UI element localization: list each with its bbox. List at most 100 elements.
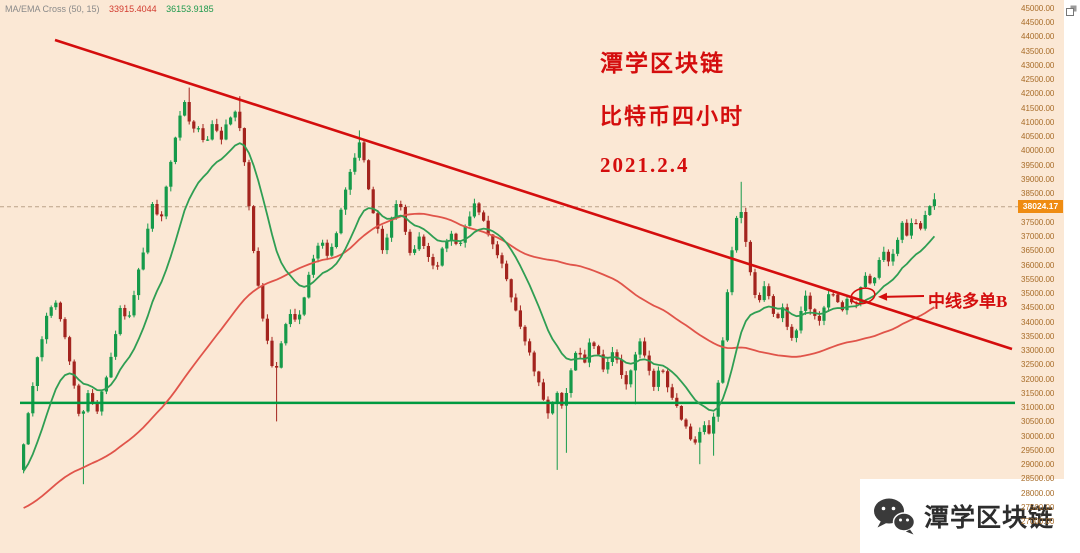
candle: [606, 358, 610, 374]
candle: [863, 272, 867, 289]
window-restore-icon[interactable]: [1066, 5, 1077, 16]
candle: [822, 305, 826, 326]
candle: [500, 252, 504, 269]
candle: [624, 371, 628, 390]
candle: [587, 338, 591, 368]
price-axis-label: 28000.00: [1021, 489, 1055, 498]
price-axis-label: 42000.00: [1021, 89, 1055, 98]
candle: [675, 393, 679, 408]
candle: [882, 246, 886, 262]
candle: [118, 305, 122, 336]
candle: [252, 205, 256, 254]
candle: [348, 169, 352, 195]
candle: [123, 304, 127, 320]
candle: [164, 185, 168, 220]
candle: [146, 223, 150, 255]
candle: [422, 234, 426, 249]
candle: [574, 351, 578, 371]
candle: [679, 405, 683, 421]
candle: [753, 268, 757, 299]
candle: [224, 119, 228, 141]
price-axis-label: 27500.00: [1021, 503, 1055, 512]
candle: [698, 427, 702, 465]
ma-slow-line: [23, 212, 935, 509]
candle: [785, 303, 789, 331]
annotation-brand: 潭学区块链: [600, 51, 725, 76]
candle: [537, 370, 541, 387]
candle: [339, 207, 343, 235]
candle: [431, 253, 435, 270]
ma-fast-value: 36153.9185: [166, 4, 214, 14]
price-axis-label: 27000.00: [1021, 517, 1055, 526]
candle: [114, 330, 118, 360]
price-axis-label: 42500.00: [1021, 75, 1055, 84]
candle: [670, 383, 674, 400]
price-axis-label: 28500.00: [1021, 474, 1055, 483]
candle: [344, 187, 348, 215]
candle: [261, 283, 265, 322]
candle: [196, 126, 200, 133]
candle: [758, 292, 762, 303]
candle: [325, 239, 329, 261]
candle: [900, 221, 904, 244]
candle: [647, 350, 651, 376]
candle: [45, 312, 49, 344]
price-axis-label: 35000.00: [1021, 289, 1055, 298]
candle: [909, 218, 913, 239]
price-axis[interactable]: 45000.00 44500.00 44000.00 43500.00 43000.00…: [1021, 0, 1063, 553]
right-scroll-strip[interactable]: [1064, 0, 1080, 553]
candle: [256, 247, 260, 287]
candle: [390, 216, 394, 242]
candle: [771, 294, 775, 317]
candle: [532, 350, 536, 377]
candle: [463, 224, 467, 248]
candle: [482, 210, 486, 222]
candle: [564, 388, 568, 453]
candle: [661, 369, 665, 374]
candle: [845, 296, 849, 315]
candle: [928, 205, 932, 216]
candle: [86, 390, 90, 413]
price-axis-label: 34500.00: [1021, 303, 1055, 312]
candle: [643, 337, 647, 358]
candle: [514, 293, 518, 312]
candle: [201, 124, 205, 143]
resistance-trendline[interactable]: [54, 38, 1013, 351]
price-axis-label: 44000.00: [1021, 32, 1055, 41]
candle: [362, 139, 366, 163]
candle: [233, 110, 237, 122]
candle: [583, 349, 587, 364]
candle: [298, 310, 302, 325]
candle: [155, 199, 159, 216]
candle: [666, 369, 670, 393]
candle: [137, 267, 141, 300]
candle: [891, 249, 895, 266]
candle: [827, 289, 831, 312]
candle: [896, 237, 900, 257]
candle: [762, 281, 766, 302]
candle: [509, 278, 513, 303]
candle: [26, 411, 30, 445]
candle: [247, 159, 251, 211]
candle: [132, 290, 136, 318]
candle: [54, 300, 58, 310]
price-axis-label: 34000.00: [1021, 318, 1055, 327]
indicator-label[interactable]: MA/EMA Cross (50, 15): [5, 4, 100, 14]
annotation-symbol: 比特币四小时: [600, 104, 745, 129]
candle: [633, 351, 637, 405]
candle: [330, 243, 334, 257]
candle: [367, 159, 371, 191]
callout-arrow-line: [882, 295, 925, 298]
candle: [905, 219, 909, 237]
candle: [265, 314, 269, 345]
watermark-brand-text: 潭学区块链: [924, 504, 1055, 532]
candles-layer: [22, 87, 936, 485]
candle: [804, 290, 808, 315]
candle: [873, 277, 877, 286]
price-axis-label: 40000.00: [1021, 146, 1055, 155]
candle: [321, 239, 325, 249]
wechat-icon: [874, 498, 916, 535]
candle: [141, 247, 145, 271]
candle: [702, 421, 706, 435]
